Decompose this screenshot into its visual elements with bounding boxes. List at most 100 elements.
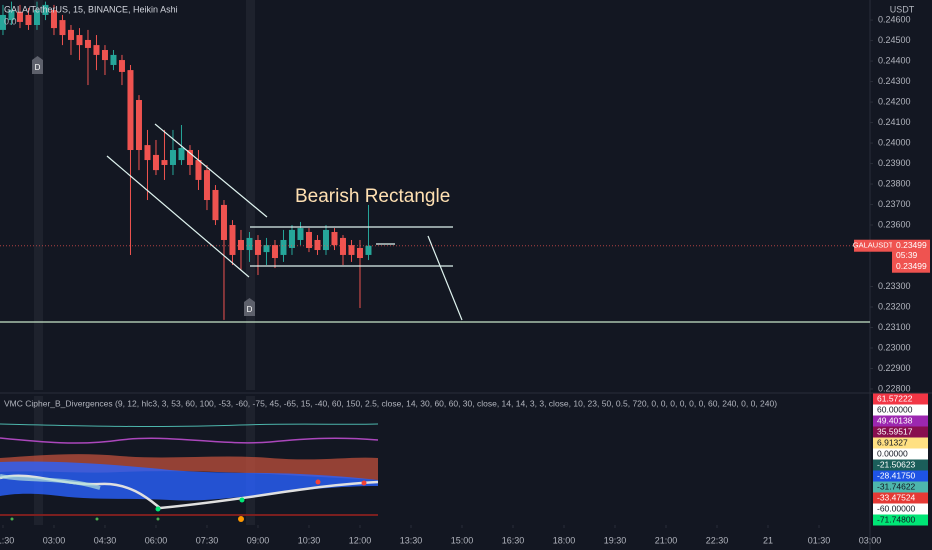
indicator-tag: [873, 393, 928, 405]
x-tick-label: 15:00: [451, 535, 474, 545]
candle-body: [16, 12, 23, 22]
indicator-tag-label: 35.59517: [877, 426, 913, 436]
indicator-tag: [873, 415, 928, 427]
y-tick-label: 0.23300: [878, 281, 911, 291]
candle-body: [127, 70, 134, 151]
indicator-tag: [873, 426, 928, 438]
x-tick-label: 21: [763, 535, 773, 545]
candle-body: [212, 189, 219, 221]
arrow-line: [427, 235, 463, 321]
candle-body: [314, 239, 321, 251]
candle-body: [339, 237, 346, 255]
x-tick-label: 06:00: [145, 535, 168, 545]
x-tick-label: 21:00: [655, 535, 678, 545]
x-tick-label: 18:00: [553, 535, 576, 545]
indicator-tag-label: -31.74622: [877, 481, 916, 491]
symbol-tag: [854, 239, 892, 252]
y-tick-label: 0.22800: [878, 383, 911, 393]
x-tick-label: 09:00: [247, 535, 270, 545]
x-tick-label: 19:30: [604, 535, 627, 545]
indicator-tag-label: 6.91327: [877, 437, 908, 447]
y-tick-label: 0.23800: [878, 178, 911, 188]
candle-body: [348, 245, 355, 255]
candle-body: [280, 239, 287, 255]
indicator-tag-label: 49.40138: [877, 415, 913, 425]
candle-body: [331, 231, 338, 246]
marker: D: [244, 298, 255, 316]
y-tick-label: 0.24100: [878, 117, 911, 127]
candle-body: [93, 45, 100, 55]
currency: USDT: [890, 4, 915, 14]
channel-line: [106, 155, 250, 278]
x-tick-label: 16:30: [502, 535, 525, 545]
channel-line: [154, 123, 268, 218]
candle-body: [152, 154, 159, 171]
candle-body: [365, 245, 372, 255]
candle-body: [42, 4, 49, 15]
x-tick-label: 04:30: [94, 535, 117, 545]
candle-body: [246, 237, 253, 251]
candle-body: [288, 229, 295, 248]
candle-body: [356, 247, 363, 259]
indicator-tag-label: 61.57222: [877, 393, 913, 403]
indicator-tag-label: -21.50623: [877, 459, 916, 469]
x-tick-label: 03:00: [43, 535, 66, 545]
indicator-title: VMC Cipher_B_Divergences (9, 12, hlc3, 3…: [4, 398, 777, 408]
candle-body: [161, 160, 168, 165]
candle-body: [76, 35, 83, 46]
drawings: [0, 123, 870, 323]
marker-label: D: [35, 63, 41, 72]
candle-body: [135, 100, 142, 151]
y-tick-label: 0.23700: [878, 199, 911, 209]
y-tick-label: 0.23900: [878, 158, 911, 168]
y-tick-label: 0.23600: [878, 219, 911, 229]
indicator-tag: [873, 437, 928, 449]
x-tick-label: 13:30: [400, 535, 423, 545]
candle-body: [263, 245, 270, 253]
x-tick-label: 07:30: [196, 535, 219, 545]
indicator-tag: [873, 481, 928, 493]
price-tag: [892, 239, 930, 273]
candle-body: [33, 10, 40, 26]
indicator-tag-label: 60.00000: [877, 404, 913, 414]
price-tag-label: 0.23499: [896, 240, 927, 250]
sub-header: 0.0: [4, 16, 17, 26]
candle-body: [220, 204, 227, 240]
indicator-tag: [873, 514, 928, 526]
price-tag-label: 0.23499: [896, 261, 927, 271]
x-tick-label: 01:30: [0, 535, 14, 545]
candle-body: [271, 245, 278, 259]
candle-body: [237, 239, 244, 251]
x-tick-label: 03:00: [859, 535, 882, 545]
y-tick-label: 0.24500: [878, 35, 911, 45]
candles: [0, 1, 372, 320]
y-tick-label: 0.24200: [878, 96, 911, 106]
candle-body: [118, 60, 125, 72]
marker: D: [32, 56, 43, 74]
candle-body: [59, 20, 66, 36]
indicator-tag-label: -60.00000: [877, 503, 916, 513]
y-tick-label: 0.23200: [878, 301, 911, 311]
y-tick-label: 0.23000: [878, 342, 911, 352]
candle-body: [84, 39, 91, 48]
indicator-tag: [873, 470, 928, 482]
annotation: Bearish Rectangle: [295, 186, 450, 207]
countdown: 05:39: [896, 250, 918, 260]
symbol-header: GALA/TetherUS, 15, BINANCE, Heikin Ashi: [4, 4, 178, 14]
candle-body: [297, 228, 304, 240]
y-tick-label: 0.24000: [878, 137, 911, 147]
candle-body: [101, 50, 108, 61]
indicator-plot: [0, 423, 379, 522]
indicator-tag: [873, 448, 928, 460]
session-band: [34, 0, 43, 390]
candle-body: [169, 150, 176, 165]
indicator-tag: [873, 492, 928, 504]
candle-body: [254, 239, 261, 255]
candle-body: [0, 14, 6, 30]
candle-body: [50, 10, 57, 29]
candle-body: [67, 29, 74, 40]
x-tick-label: 22:30: [706, 535, 729, 545]
y-tick-label: 0.23100: [878, 322, 911, 332]
